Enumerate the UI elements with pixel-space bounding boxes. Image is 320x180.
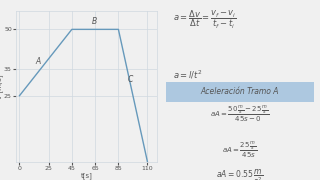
Text: $aA = 0.55\,\dfrac{m}{s^2}$: $aA = 0.55\,\dfrac{m}{s^2}$ bbox=[216, 167, 264, 180]
Text: $aA = \dfrac{50\,\frac{m}{s} - 25\,\frac{m}{s}}{45s - 0}$: $aA = \dfrac{50\,\frac{m}{s} - 25\,\frac… bbox=[210, 104, 270, 124]
X-axis label: t[s]: t[s] bbox=[80, 173, 92, 179]
Text: $aA = \dfrac{25\,\frac{m}{s}}{45s}$: $aA = \dfrac{25\,\frac{m}{s}}{45s}$ bbox=[222, 140, 258, 160]
Text: C: C bbox=[128, 75, 133, 84]
Text: A: A bbox=[36, 57, 41, 66]
Text: $a = l/t^2$: $a = l/t^2$ bbox=[173, 68, 203, 81]
Text: $a = \dfrac{\Delta v}{\Delta t} = \dfrac{v_f - v_i}{t_f - t_i}$: $a = \dfrac{\Delta v}{\Delta t} = \dfrac… bbox=[173, 9, 236, 31]
FancyBboxPatch shape bbox=[166, 82, 314, 102]
Text: Aceleración Tramo A: Aceleración Tramo A bbox=[201, 87, 279, 96]
Y-axis label: v [m/s]: v [m/s] bbox=[0, 74, 3, 99]
Text: B: B bbox=[92, 17, 97, 26]
